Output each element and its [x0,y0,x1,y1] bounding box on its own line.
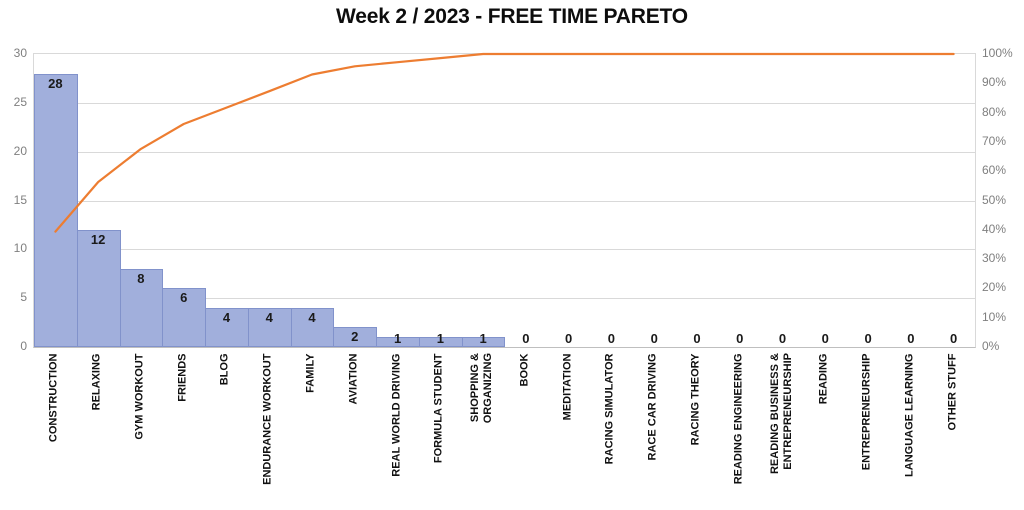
bar-value-label: 0 [565,331,573,346]
category-label: FORMULA STUDENT [432,353,445,463]
category-label: FAMILY [304,353,317,393]
bar-value-label: 0 [650,331,658,346]
right-axis-tick: 60% [982,163,1007,178]
gridline [34,200,975,202]
category-label: RACE CAR DRIVING [646,353,659,460]
bar [76,229,121,347]
bar [461,337,506,347]
category-label: OTHER STUFF [946,353,959,430]
right-axis-tick: 30% [982,251,1007,266]
bar-value-label: 0 [778,331,787,346]
category-label: BLOG [218,353,231,385]
bar-value-label: 0 [693,331,701,346]
bar-value-label: 4 [222,309,231,325]
left-axis-tick: 20 [13,143,27,158]
right-axis-tick: 100% [982,46,1013,60]
bar [247,307,292,347]
bar-value-label: 1 [393,331,402,346]
bar [205,307,249,347]
bar-value-label: 1 [436,331,444,346]
category-label: READING ENGINEERING [732,353,745,484]
right-axis-tick: 10% [982,309,1007,324]
plot-area: 28 12 8 6 4 4 4 2 1 1 1 0 0 0 0 0 0 0 0 0 0 0 [33,52,976,348]
category-label: SHOPPING & ORGANIZING [469,353,495,424]
category-label: ENDURANCE WORKOUT [261,353,274,485]
bar-value-label: 0 [736,331,744,346]
bar-value-label: 0 [607,331,616,346]
category-label: RACING THEORY [689,353,702,445]
right-axis-tick: 20% [982,280,1007,295]
right-axis-tick: 0% [982,339,1000,353]
category-label: FRIENDS [176,353,189,402]
gridline [34,249,975,251]
right-axis-tick: 80% [982,104,1007,119]
left-axis-tick: 30 [13,46,27,60]
cumulative-line-path [54,52,955,233]
left-axis-tick: 10 [13,241,27,256]
gridline [34,298,975,300]
bar-value-label: 0 [522,331,530,346]
bar-value-label: 4 [308,309,316,325]
bar-value-label: 12 [90,231,106,247]
category-label: RELAXING [90,353,103,410]
bar-value-label: 0 [821,331,829,346]
category-label: READING [817,353,830,404]
category-label: READING BUSINESS & ENTREPRENEURSHIP [768,353,794,475]
gridline [34,151,975,153]
cumulative-line [54,52,955,233]
category-label: CONSTRUCTION [47,353,60,442]
left-axis-tick: 5 [20,290,27,305]
category-label: ENTREPRENEURSHIP [860,353,873,470]
bar-value-label: 0 [949,331,958,346]
left-axis-tick: 25 [13,94,27,109]
bar [34,73,78,347]
gridline [34,102,975,104]
bar-value-label: 0 [864,331,872,346]
chart-title: Week 2 / 2023 - FREE TIME PARETO [336,5,688,28]
category-label: RACING SIMULATOR [603,353,616,464]
category-label: BOOK [518,353,531,386]
right-axis-tick: 70% [982,133,1007,148]
bar-value-label: 8 [137,270,145,286]
right-axis-tick: 50% [982,192,1007,207]
bar-value-label: 4 [265,309,273,325]
left-axis-tick: 15 [13,192,27,207]
bar-value-label: 1 [479,331,487,346]
right-axis-tick: 90% [982,75,1007,90]
category-label: LANGUAGE LEARNING [903,353,916,477]
category-label: MEDITATION [561,353,574,420]
category-label: GYM WORKOUT [133,353,146,440]
bar [290,307,335,347]
left-axis-tick: 0 [20,339,27,353]
bar-value-label: 0 [907,331,915,346]
bar-value-label: 6 [180,290,188,306]
right-axis-tick: 40% [982,221,1007,236]
category-label: AVIATION [347,353,360,404]
bar-value-label: 2 [351,329,359,345]
category-label: REAL WORLD DRIVING [390,353,403,477]
bar-value-label: 28 [48,75,63,91]
